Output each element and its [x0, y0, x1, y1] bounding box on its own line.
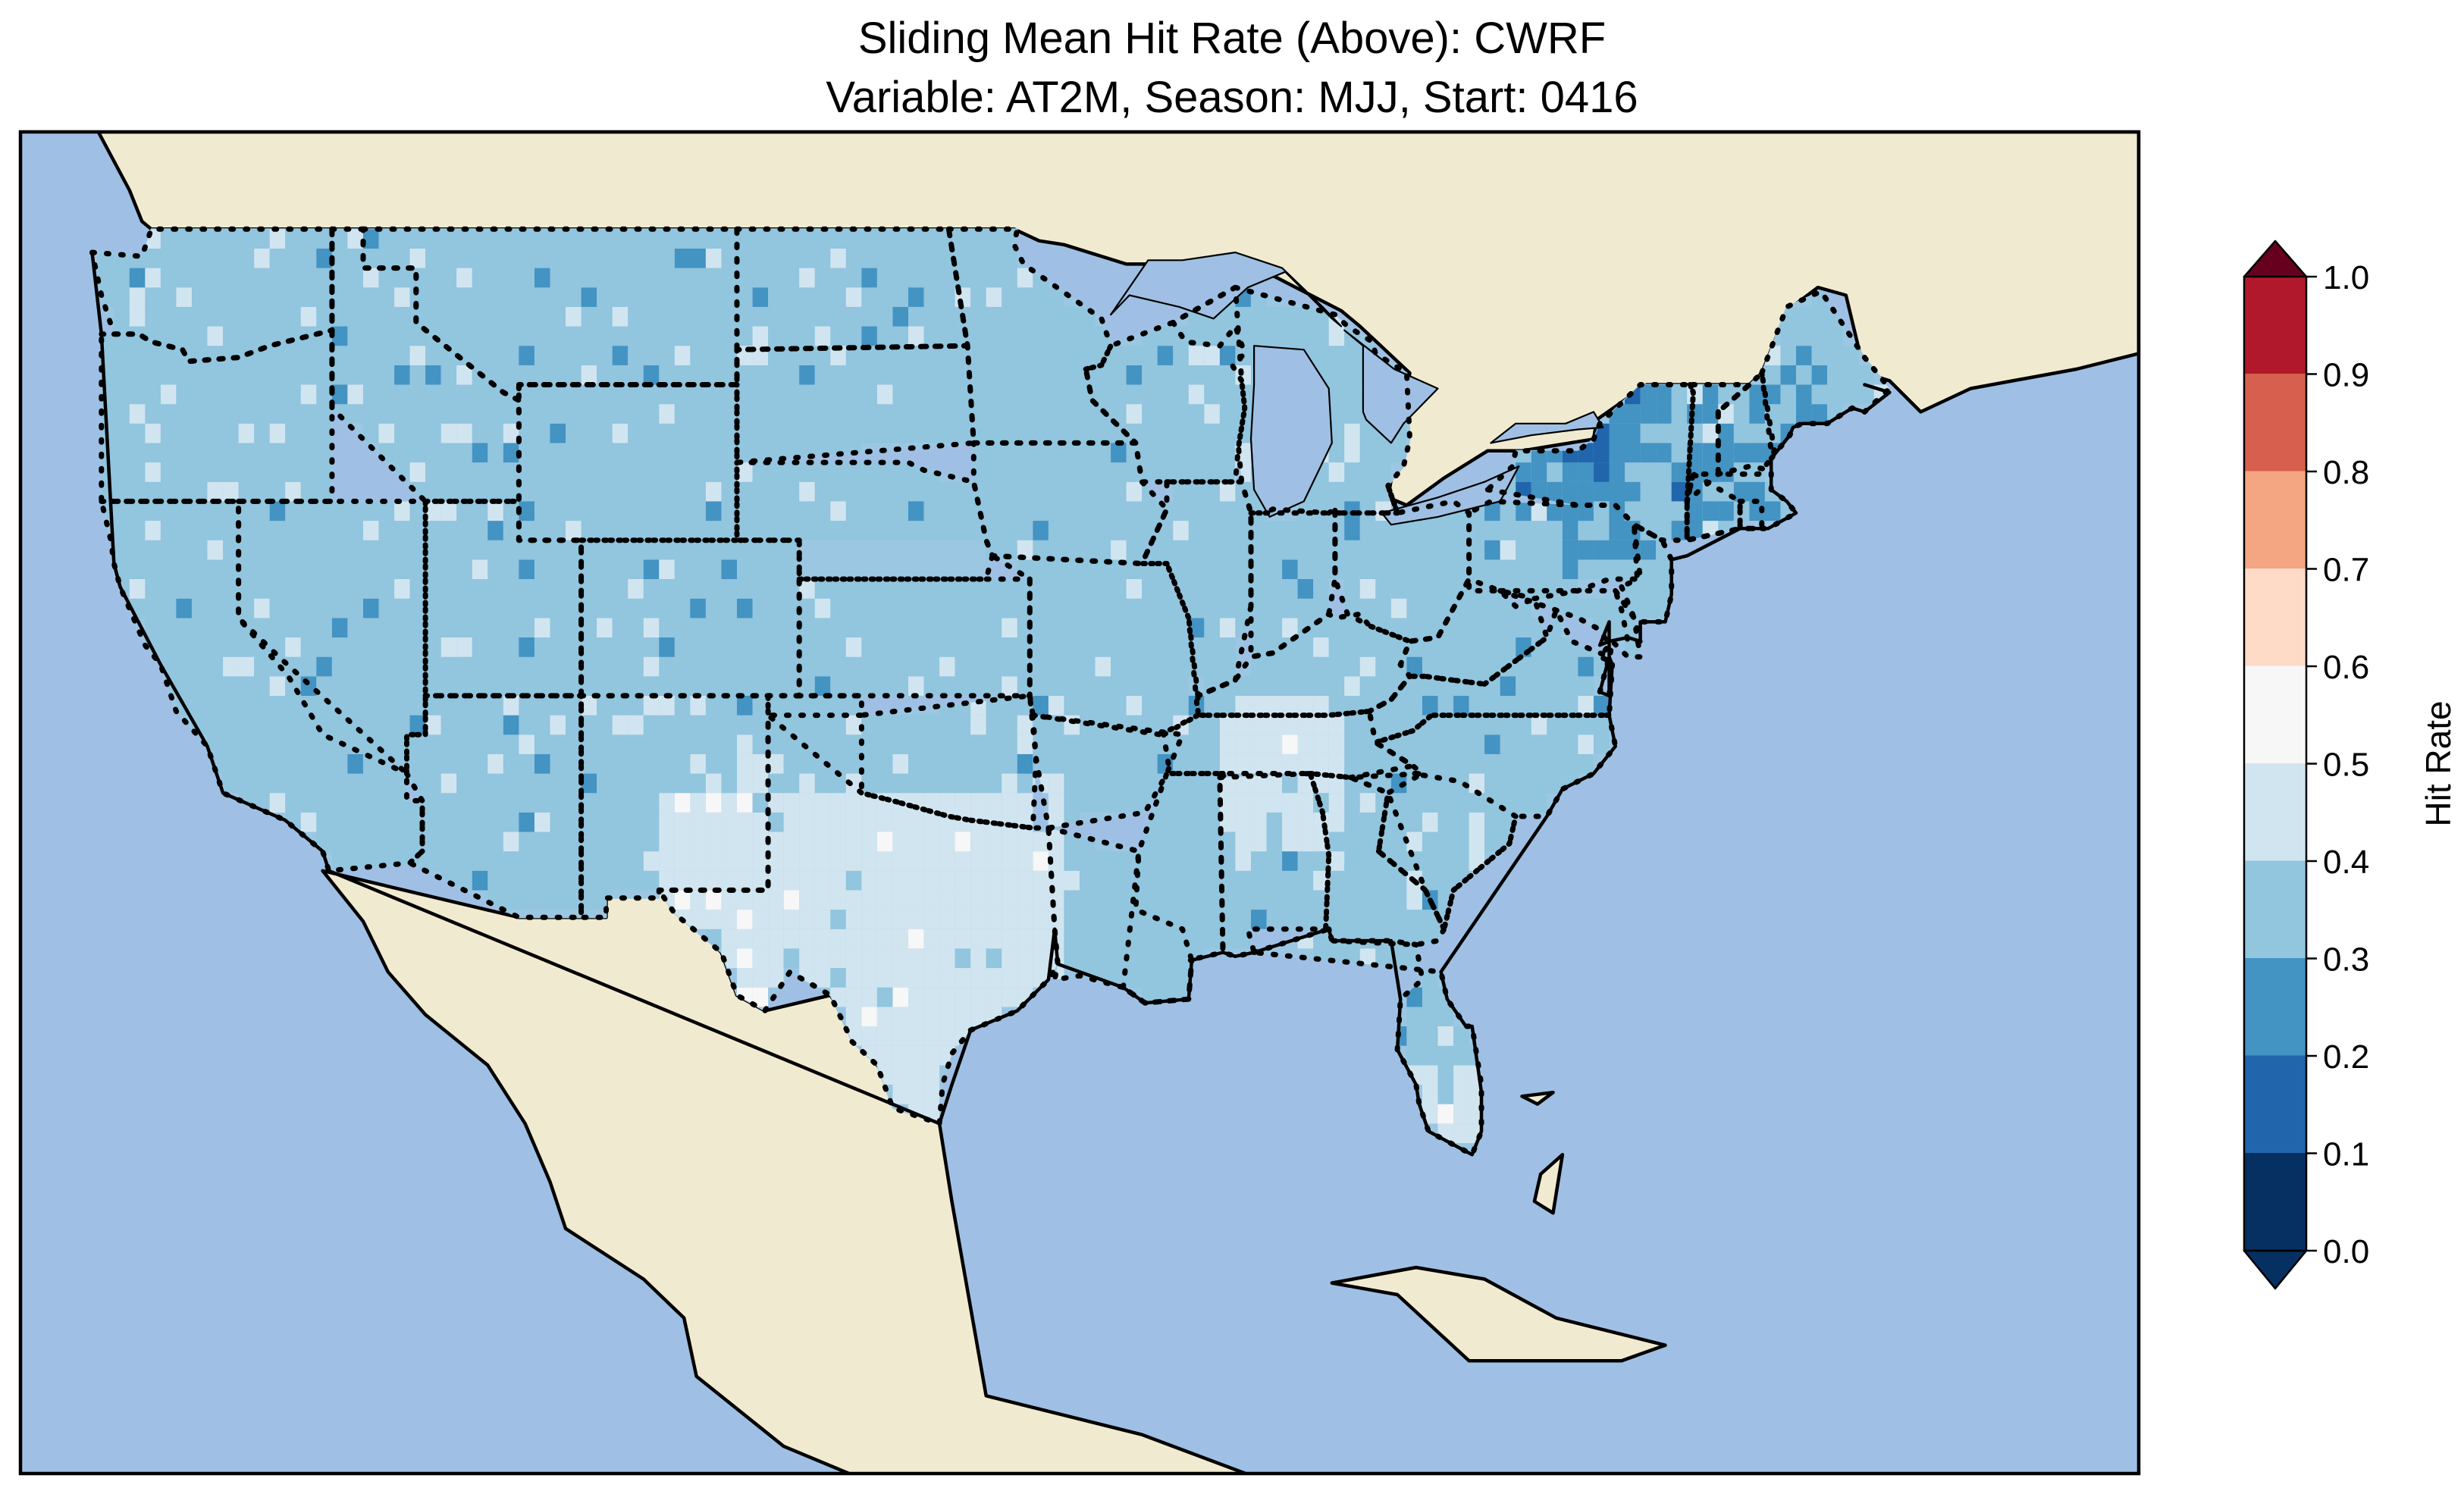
svg-text:0.2: 0.2	[2323, 1038, 2369, 1076]
svg-text:0.5: 0.5	[2323, 747, 2369, 784]
svg-text:0.6: 0.6	[2323, 649, 2369, 686]
svg-text:0.9: 0.9	[2323, 357, 2369, 394]
svg-text:0.4: 0.4	[2323, 844, 2369, 881]
svg-text:Hit Rate: Hit Rate	[2419, 700, 2458, 826]
svg-text:0.8: 0.8	[2323, 454, 2369, 491]
svg-text:1.0: 1.0	[2323, 259, 2369, 296]
svg-text:0.1: 0.1	[2323, 1136, 2369, 1173]
svg-text:0.3: 0.3	[2323, 941, 2369, 979]
svg-text:0.7: 0.7	[2323, 552, 2369, 589]
svg-text:0.0: 0.0	[2323, 1233, 2369, 1270]
